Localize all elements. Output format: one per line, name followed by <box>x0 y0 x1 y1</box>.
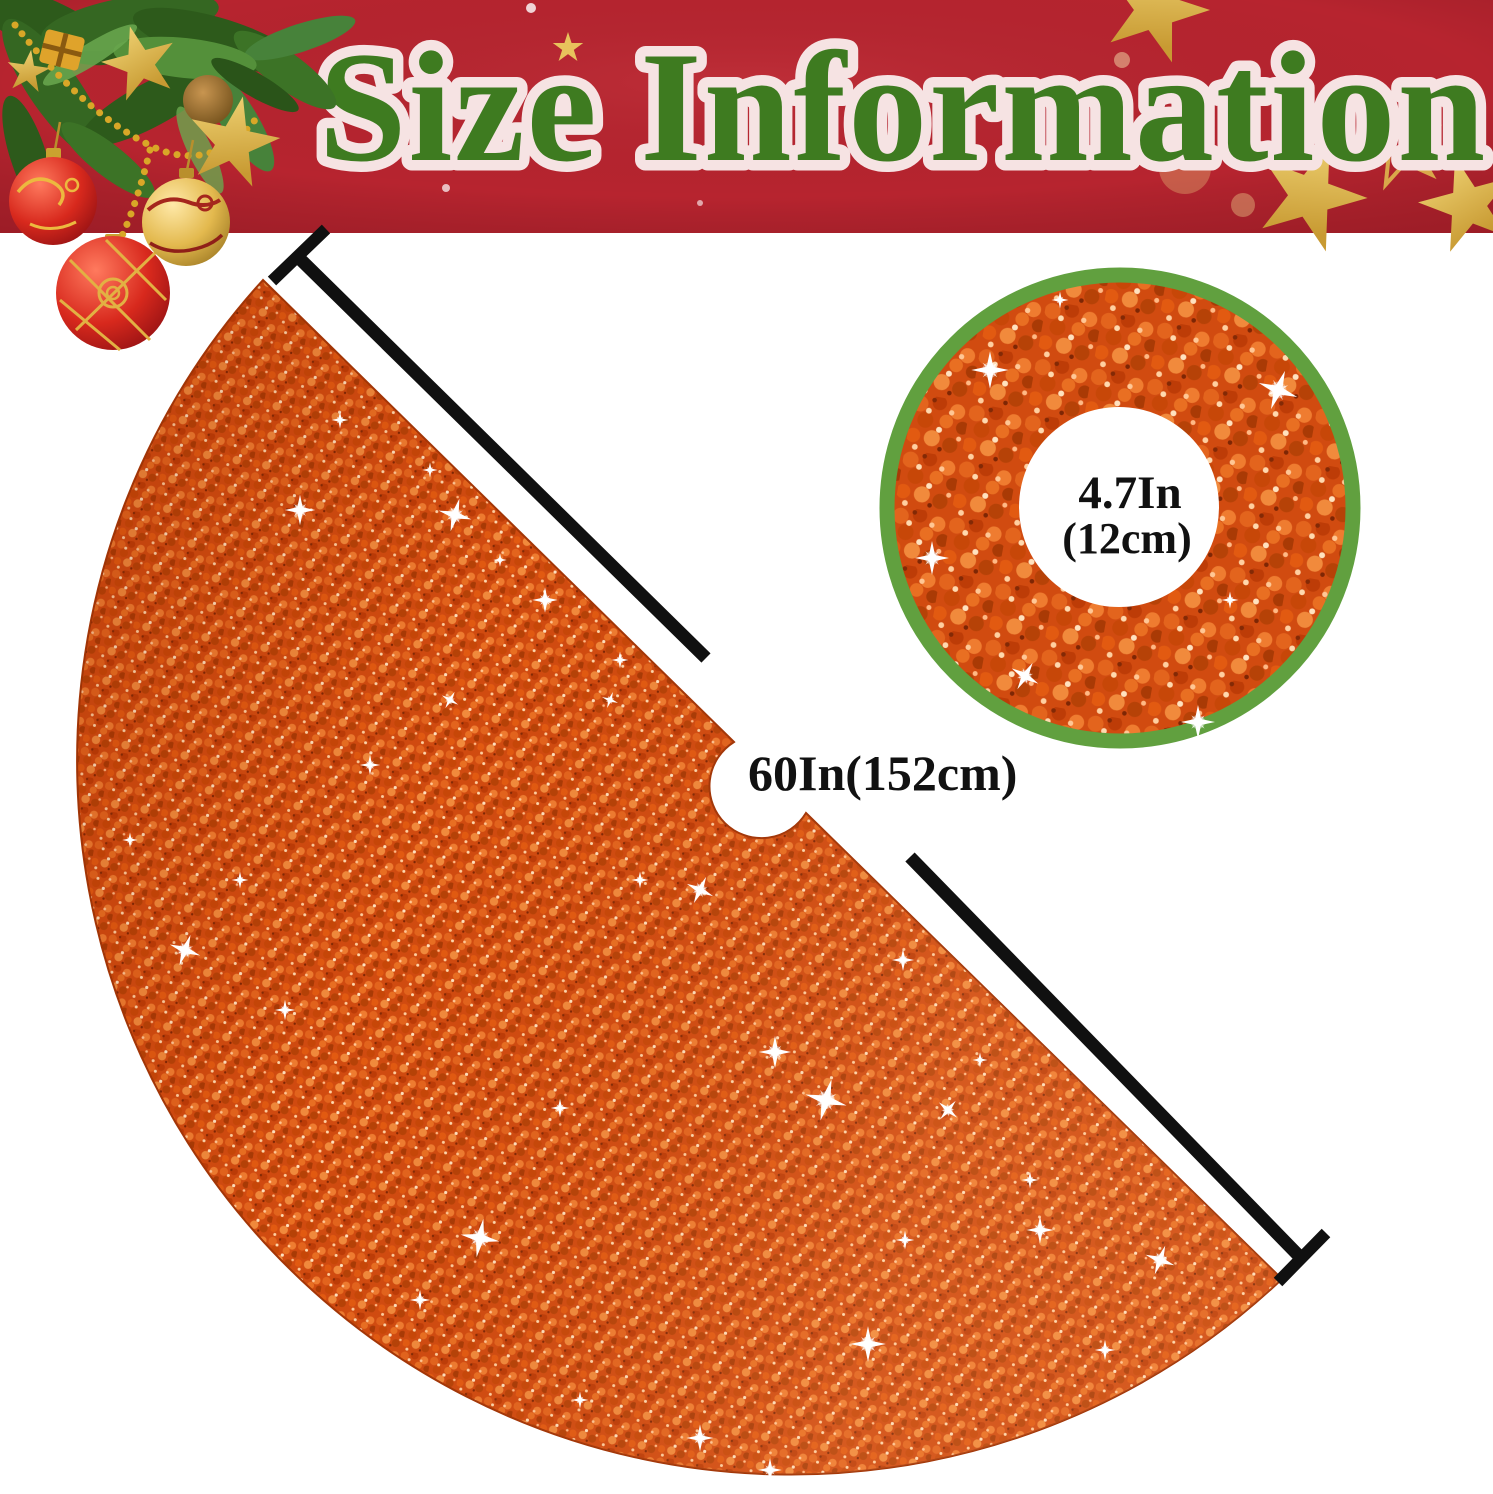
bead-garland-icon <box>118 146 154 240</box>
center-hole <box>1019 407 1219 607</box>
diameter-measure-line <box>905 852 1306 1263</box>
white-sparkle-icon <box>442 184 450 192</box>
diameter-label: 60In(152cm) <box>748 745 1017 801</box>
white-sparkle-icon <box>526 3 536 13</box>
ornament-ball-gold-icon <box>142 139 230 266</box>
ornament-ball-red-icon <box>9 121 97 245</box>
bead-garland-icon <box>11 21 259 160</box>
white-sparkle-icon <box>697 200 703 206</box>
ornament-ball-red-diamond-icon <box>56 234 170 352</box>
bokeh-dot-icon <box>1159 142 1211 194</box>
banner-star-decorations <box>442 0 1493 259</box>
christmas-decoration-cluster <box>0 0 356 352</box>
diameter-measure-line <box>294 253 711 663</box>
measure-end-tick <box>267 224 331 286</box>
page-title: Size Information <box>319 20 1488 195</box>
pinecone-ball-icon <box>183 75 233 125</box>
tree-skirt-image <box>76 278 1284 1482</box>
bokeh-dot-icon <box>1231 193 1255 217</box>
white-sparkle-icon <box>1075 89 1081 95</box>
bokeh-dot-icon <box>1114 52 1130 68</box>
gift-box-icon <box>39 29 85 71</box>
hole-size-label-line1: 4.7In <box>1078 467 1181 519</box>
white-sparkle-icon <box>852 57 858 63</box>
measure-end-tick <box>1273 1228 1331 1287</box>
closeup-inset: 4.7In (12cm) <box>879 267 1361 749</box>
hole-size-label-line2: (12cm) <box>1062 514 1192 563</box>
header-banner: Size Information <box>0 0 1493 259</box>
tree-skirt-shading <box>77 280 1283 1475</box>
diameter-measurement <box>267 224 1331 1287</box>
white-sparkle-icon <box>934 124 942 132</box>
